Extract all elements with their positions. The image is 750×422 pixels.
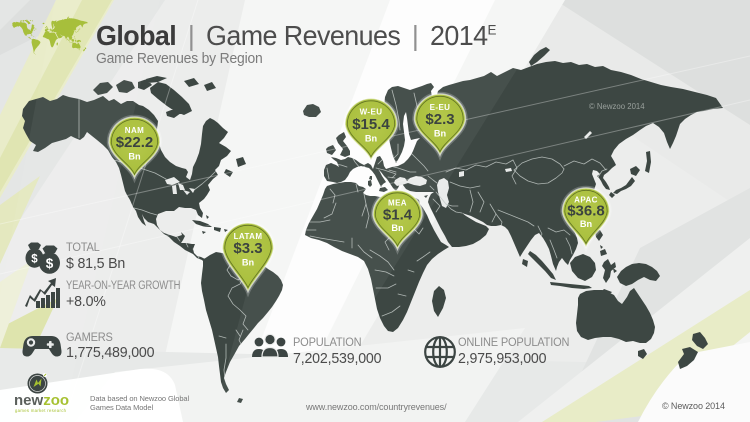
svg-text:MEA: MEA [388,199,407,208]
svg-text:$22.2: $22.2 [116,134,154,151]
svg-text:$: $ [31,254,38,266]
svg-text:E-EU: E-EU [430,103,451,112]
svg-text:APAC: APAC [574,196,598,205]
svg-text:$3.3: $3.3 [233,240,262,257]
svg-text:© Newzoo 2014: © Newzoo 2014 [589,102,645,111]
svg-text:newzoo: newzoo [14,392,69,409]
svg-text:$: $ [46,256,54,271]
svg-text:Bn: Bn [580,219,593,229]
svg-text:LATAM: LATAM [234,232,263,241]
svg-text:Bn: Bn [391,223,404,233]
svg-text:$36.8: $36.8 [567,203,605,220]
svg-text:Bn: Bn [128,151,141,161]
svg-text:Bn: Bn [365,134,378,144]
svg-text:$1.4: $1.4 [383,206,413,223]
svg-text:games market research: games market research [15,408,67,413]
svg-text:NAM: NAM [125,126,144,135]
svg-text:$15.4: $15.4 [352,116,390,133]
svg-text:Bn: Bn [434,128,447,138]
svg-text:$2.3: $2.3 [425,111,454,128]
svg-text:W-EU: W-EU [360,108,383,117]
svg-text:Bn: Bn [242,257,255,267]
